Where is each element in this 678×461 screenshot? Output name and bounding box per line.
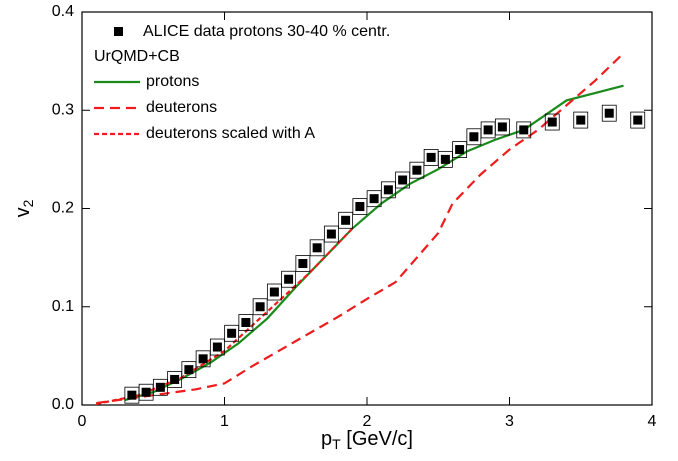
data-point bbox=[212, 342, 222, 352]
y-tick-label: 0.2 bbox=[52, 200, 74, 217]
y-axis-label: v2 bbox=[12, 199, 35, 217]
syst-box bbox=[224, 324, 240, 342]
syst-box bbox=[573, 111, 589, 129]
data-point bbox=[497, 122, 507, 132]
syst-box bbox=[409, 161, 425, 179]
syst-box bbox=[281, 270, 297, 288]
data-point bbox=[341, 215, 351, 225]
data-point bbox=[483, 125, 493, 135]
syst-box bbox=[167, 371, 183, 388]
legend-title: UrQMD+CB bbox=[94, 48, 180, 65]
y-tick-label: 0.0 bbox=[52, 396, 74, 413]
data-point bbox=[576, 115, 586, 125]
syst-box bbox=[266, 283, 282, 301]
data-point bbox=[127, 390, 137, 400]
syst-box bbox=[395, 171, 411, 189]
x-label-sub: T bbox=[332, 436, 341, 452]
syst-box bbox=[195, 350, 211, 368]
data-point bbox=[383, 185, 393, 195]
syst-box bbox=[544, 113, 560, 131]
syst-box bbox=[338, 211, 354, 229]
syst-box bbox=[601, 104, 617, 122]
x-label-main: p bbox=[321, 428, 332, 450]
data-point bbox=[412, 165, 422, 175]
legend-label: protons bbox=[146, 73, 199, 90]
data-point bbox=[312, 243, 322, 253]
legend-label: ALICE data protons 30-40 % centr. bbox=[143, 23, 390, 40]
data-point bbox=[355, 202, 365, 212]
x-axis-label: pT [GeV/c] bbox=[321, 428, 413, 451]
data-point bbox=[241, 317, 251, 327]
data-point bbox=[269, 287, 279, 297]
data-point bbox=[426, 152, 436, 162]
data-point bbox=[547, 117, 557, 127]
data-point bbox=[141, 387, 151, 397]
data-point bbox=[255, 302, 265, 312]
syst-box bbox=[252, 298, 268, 316]
syst-box bbox=[452, 141, 468, 158]
data-point bbox=[227, 328, 237, 338]
data-point bbox=[455, 145, 465, 155]
syst-box bbox=[630, 111, 646, 129]
syst-box bbox=[323, 225, 339, 243]
data-point bbox=[155, 382, 165, 392]
x-tick-label: 2 bbox=[363, 413, 372, 430]
data-point bbox=[469, 132, 479, 142]
syst-box bbox=[380, 181, 396, 199]
syst-box bbox=[295, 255, 311, 272]
syst-box bbox=[181, 361, 197, 379]
x-tick-label: 4 bbox=[648, 413, 657, 430]
data-point bbox=[284, 274, 294, 284]
legend-label: deuterons scaled with A bbox=[146, 125, 315, 142]
data-point bbox=[398, 175, 408, 185]
x-label-rest: [GeV/c] bbox=[341, 428, 413, 450]
x-tick-label: 1 bbox=[220, 413, 229, 430]
syst-box bbox=[309, 239, 325, 257]
y-label-sub: 2 bbox=[20, 199, 36, 207]
syst-box bbox=[437, 150, 453, 168]
x-tick-label: 3 bbox=[505, 413, 514, 430]
data-point bbox=[519, 125, 529, 135]
legend-label: deuterons bbox=[146, 99, 217, 116]
data-point bbox=[440, 154, 450, 164]
plot-frame bbox=[81, 11, 653, 406]
y-tick-label: 0.3 bbox=[52, 101, 74, 118]
y-tick-label: 0.4 bbox=[52, 3, 74, 20]
data-point bbox=[184, 365, 194, 375]
syst-box bbox=[516, 121, 532, 139]
x-tick-label: 0 bbox=[78, 413, 87, 430]
y-label-main: v bbox=[12, 207, 34, 217]
data-point bbox=[326, 229, 336, 239]
syst-box bbox=[494, 118, 510, 136]
data-point bbox=[298, 259, 308, 269]
series-line bbox=[96, 52, 625, 405]
syst-box bbox=[238, 314, 254, 331]
series-line bbox=[96, 227, 354, 406]
data-point bbox=[198, 354, 208, 364]
data-point bbox=[369, 194, 379, 204]
syst-box bbox=[366, 190, 382, 208]
y-tick-label: 0.1 bbox=[52, 298, 74, 315]
legend-marker bbox=[114, 27, 123, 36]
data-point bbox=[604, 108, 614, 118]
data-point bbox=[170, 374, 180, 384]
syst-box bbox=[209, 338, 225, 356]
data-point bbox=[633, 115, 643, 125]
